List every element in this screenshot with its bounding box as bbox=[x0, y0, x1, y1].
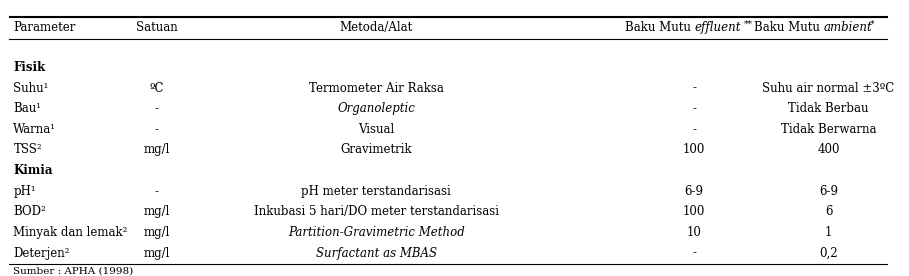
Text: Satuan: Satuan bbox=[135, 22, 177, 34]
Text: Baku Mutu: Baku Mutu bbox=[754, 22, 824, 34]
Text: Warna¹: Warna¹ bbox=[14, 123, 56, 136]
Text: Minyak dan lemak²: Minyak dan lemak² bbox=[14, 226, 128, 239]
Text: 6-9: 6-9 bbox=[819, 185, 838, 198]
Text: 1: 1 bbox=[824, 226, 833, 239]
Text: Tidak Berbau: Tidak Berbau bbox=[788, 102, 869, 115]
Text: 6: 6 bbox=[824, 205, 833, 218]
Text: BOD²: BOD² bbox=[14, 205, 46, 218]
Text: Bau¹: Bau¹ bbox=[14, 102, 42, 115]
Text: pH meter terstandarisasi: pH meter terstandarisasi bbox=[301, 185, 451, 198]
Text: effluent: effluent bbox=[694, 22, 741, 34]
Text: -: - bbox=[155, 185, 159, 198]
Text: TSS²: TSS² bbox=[14, 144, 42, 156]
Text: Sumber : APHA (1998): Sumber : APHA (1998) bbox=[14, 267, 134, 276]
Text: Deterjen²: Deterjen² bbox=[14, 246, 70, 259]
Text: Parameter: Parameter bbox=[14, 22, 75, 34]
Text: pH¹: pH¹ bbox=[14, 185, 36, 198]
Text: mg/l: mg/l bbox=[144, 226, 170, 239]
Text: 6-9: 6-9 bbox=[684, 185, 704, 198]
Text: ºC: ºC bbox=[149, 81, 164, 95]
Text: 0,2: 0,2 bbox=[819, 246, 838, 259]
Text: 100: 100 bbox=[683, 205, 705, 218]
Text: Kimia: Kimia bbox=[14, 164, 53, 177]
Text: ambient: ambient bbox=[824, 22, 873, 34]
Text: Suhu¹: Suhu¹ bbox=[14, 81, 49, 95]
Text: Partition-Gravimetric Method: Partition-Gravimetric Method bbox=[288, 226, 464, 239]
Text: 10: 10 bbox=[686, 226, 702, 239]
Text: Surfactant as MBAS: Surfactant as MBAS bbox=[315, 246, 436, 259]
Text: Metoda/Alat: Metoda/Alat bbox=[340, 22, 413, 34]
Text: mg/l: mg/l bbox=[144, 205, 170, 218]
Text: 100: 100 bbox=[683, 144, 705, 156]
Text: *: * bbox=[870, 19, 874, 28]
Text: Visual: Visual bbox=[358, 123, 395, 136]
Text: -: - bbox=[155, 123, 159, 136]
Text: Baku Mutu: Baku Mutu bbox=[624, 22, 694, 34]
Text: -: - bbox=[155, 102, 159, 115]
Text: **: ** bbox=[744, 19, 753, 28]
Text: mg/l: mg/l bbox=[144, 246, 170, 259]
Text: Tidak Berwarna: Tidak Berwarna bbox=[781, 123, 876, 136]
Text: Organoleptic: Organoleptic bbox=[337, 102, 415, 115]
Text: Gravimetrik: Gravimetrik bbox=[340, 144, 412, 156]
Text: Fisik: Fisik bbox=[14, 61, 45, 74]
Text: -: - bbox=[692, 123, 696, 136]
Text: -: - bbox=[692, 246, 696, 259]
Text: Termometer Air Raksa: Termometer Air Raksa bbox=[309, 81, 444, 95]
Text: -: - bbox=[692, 81, 696, 95]
Text: Suhu air normal ±3ºC: Suhu air normal ±3ºC bbox=[763, 81, 894, 95]
Text: -: - bbox=[692, 102, 696, 115]
Text: 400: 400 bbox=[817, 144, 840, 156]
Text: Inkubasi 5 hari/DO meter terstandarisasi: Inkubasi 5 hari/DO meter terstandarisasi bbox=[254, 205, 499, 218]
Text: mg/l: mg/l bbox=[144, 144, 170, 156]
